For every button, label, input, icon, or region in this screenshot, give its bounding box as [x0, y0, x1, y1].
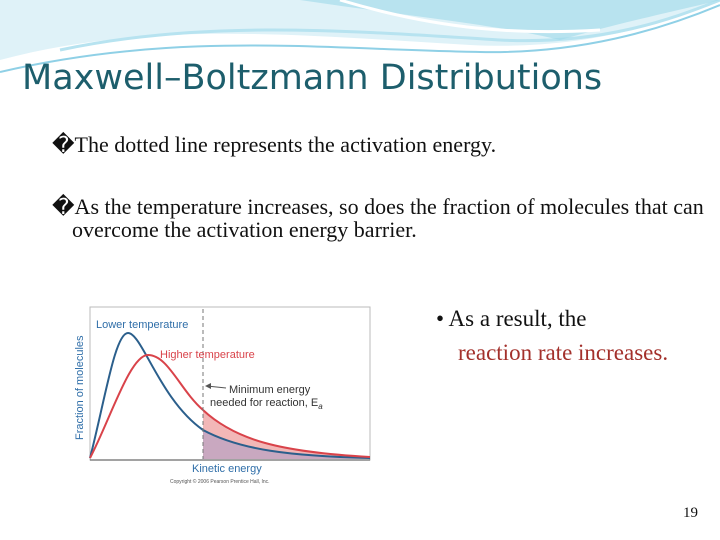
bullet: �As the temperature increases, so does t… — [52, 194, 704, 242]
wave — [300, 0, 720, 40]
label: Higher temperature — [160, 349, 255, 361]
figure: Lower temperature Higher temperature Min… — [72, 305, 371, 485]
title: Maxwell–Boltzmann Distributions — [22, 58, 603, 98]
bullet: �The dotted line represents the activati… — [52, 132, 497, 157]
label: Minimum energy — [229, 384, 311, 396]
wave — [339, 0, 601, 34]
wave — [0, 4, 720, 73]
side-note: • As a result, the reaction rate increase… — [436, 302, 676, 370]
subscript: a — [318, 402, 323, 411]
label: needed for reaction, E — [210, 397, 318, 409]
copyright: Copyright © 2006 Pearson Prentice Hall, … — [170, 478, 270, 485]
page-number: 19 — [683, 505, 698, 521]
x-label: Kinetic energy — [192, 463, 262, 475]
curve-lower — [89, 331, 371, 459]
label: Lower temperature — [96, 319, 188, 331]
side-highlight: reaction rate increases. — [458, 340, 669, 365]
label: needed for reaction, Ea — [210, 397, 323, 411]
side-lead: As a result, the — [448, 306, 587, 331]
area-lower — [203, 430, 370, 459]
curve-higher — [89, 353, 371, 459]
y-label: Fraction of molecules — [74, 335, 86, 440]
arrow-head — [205, 383, 211, 389]
wave — [59, 0, 720, 52]
